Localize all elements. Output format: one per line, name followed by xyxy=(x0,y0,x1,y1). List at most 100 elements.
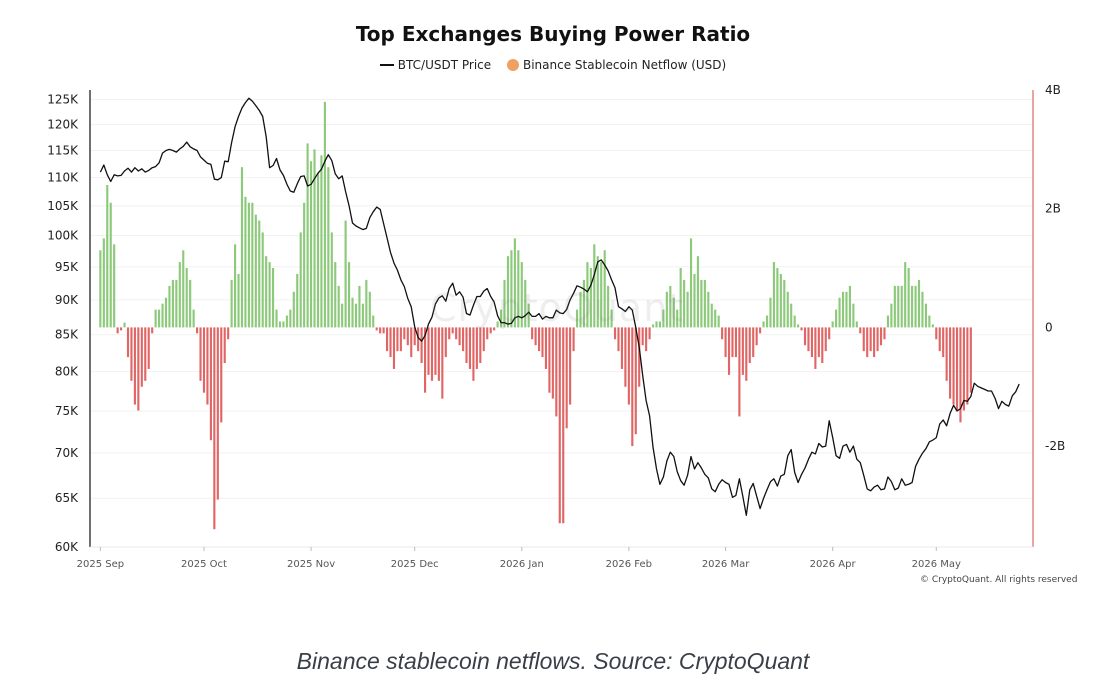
netflow-bar xyxy=(303,202,306,328)
netflow-bar xyxy=(904,262,907,328)
x-tick-label: 2026 Feb xyxy=(606,559,652,570)
netflow-bar xyxy=(524,279,527,328)
netflow-bar xyxy=(700,279,703,328)
x-tick-label: 2025 Dec xyxy=(391,559,439,570)
netflow-bar xyxy=(603,250,606,328)
netflow-bar xyxy=(617,327,620,352)
netflow-bar xyxy=(168,285,171,328)
netflow-bar xyxy=(99,250,102,328)
netflow-bar xyxy=(786,291,789,328)
netflow-bar xyxy=(389,327,392,358)
legend-label-price: BTC/USDT Price xyxy=(397,57,492,72)
netflow-bar xyxy=(869,327,872,352)
netflow-bar xyxy=(924,303,927,328)
netflow-bar xyxy=(748,327,751,364)
netflow-bar xyxy=(437,327,440,381)
chart-plot-area: 125K 120K 115K 110K 105K 100K 95K 90K 85K 80K 75K 7… xyxy=(47,83,1065,570)
netflow-bar xyxy=(759,327,762,334)
left-tick-label: 95K xyxy=(55,260,79,274)
netflow-bar xyxy=(175,279,178,328)
netflow-bar xyxy=(693,273,696,328)
netflow-bar xyxy=(223,327,226,364)
figure-caption: Binance stablecoin netflows. Source: Cry… xyxy=(296,648,810,674)
netflow-bar xyxy=(351,297,354,328)
netflow-bar xyxy=(144,327,147,381)
left-tick-label: 70K xyxy=(55,446,79,460)
netflow-bar xyxy=(375,327,378,331)
netflow-bar xyxy=(876,327,879,352)
netflow-bar xyxy=(762,321,765,328)
netflow-bar xyxy=(873,327,876,358)
legend-item-price[interactable]: BTC/USDT Price xyxy=(379,57,492,72)
price-line xyxy=(99,97,1020,516)
netflow-bar xyxy=(859,327,862,334)
netflow-bar xyxy=(959,327,962,423)
left-tick-label: 90K xyxy=(55,293,79,307)
netflow-bar xyxy=(897,285,900,328)
netflow-bar xyxy=(448,327,451,340)
netflow-bar xyxy=(116,327,119,334)
netflow-bar xyxy=(434,327,437,375)
netflow-bar xyxy=(686,291,689,328)
netflow-bar xyxy=(776,268,779,328)
netflow-bar xyxy=(247,202,250,328)
netflow-bar xyxy=(651,324,655,328)
netflow-bar xyxy=(354,303,358,328)
line-swatch-icon xyxy=(379,64,394,66)
price-line-group xyxy=(99,97,1020,516)
axes xyxy=(89,90,1034,551)
netflow-bar xyxy=(931,324,934,328)
netflow-bar xyxy=(807,327,810,352)
netflow-bar xyxy=(310,161,313,328)
netflow-bar xyxy=(731,327,734,358)
x-tick-label: 2026 Jan xyxy=(500,559,544,570)
netflow-bar xyxy=(572,327,575,352)
netflow-bar xyxy=(717,315,720,328)
x-tick-label: 2025 Oct xyxy=(181,559,227,570)
netflow-bar xyxy=(703,279,706,328)
netflow-bar xyxy=(151,327,154,334)
netflow-bar xyxy=(579,291,582,328)
netflow-bar xyxy=(403,327,406,340)
netflow-bar xyxy=(724,327,727,358)
netflow-bar xyxy=(385,327,389,352)
netflow-bar xyxy=(582,279,586,328)
netflow-bar xyxy=(755,327,758,346)
netflow-bar xyxy=(493,327,496,331)
netflow-bar xyxy=(949,327,952,399)
netflow-bar xyxy=(890,303,893,328)
netflow-bar xyxy=(831,321,834,328)
netflow-bar xyxy=(534,327,537,346)
netflow-bar xyxy=(202,327,206,393)
netflow-bar xyxy=(569,327,572,405)
netflow-bar xyxy=(441,327,444,399)
netflow-bar xyxy=(499,309,503,328)
netflow-bar xyxy=(341,303,344,328)
netflow-bar xyxy=(320,155,323,328)
netflow-bar xyxy=(900,285,903,328)
netflow-bar xyxy=(520,262,523,328)
netflow-bar xyxy=(268,262,271,328)
left-tick-label: 125K xyxy=(47,93,79,107)
netflow-bar xyxy=(334,262,337,328)
right-tick-label: 4B xyxy=(1045,83,1061,97)
netflow-bar xyxy=(627,327,630,405)
netflow-bar xyxy=(130,327,133,381)
netflow-bar xyxy=(886,315,889,328)
netflow-bar xyxy=(392,327,396,369)
netflow-bar xyxy=(510,250,513,328)
netflow-bar xyxy=(171,279,174,328)
legend-item-netflow[interactable]: Binance Stablecoin Netflow (USD) xyxy=(506,58,726,72)
netflow-bar xyxy=(879,327,883,346)
netflow-bar xyxy=(883,327,886,340)
netflow-bar xyxy=(938,327,941,352)
netflow-bar xyxy=(907,268,910,328)
netflow-bar xyxy=(721,327,724,340)
netflow-bar xyxy=(928,315,931,328)
netflow-bar xyxy=(154,309,157,328)
netflow-bar xyxy=(158,309,161,328)
netflow-bar xyxy=(548,327,551,393)
netflow-bar xyxy=(648,327,651,340)
netflow-bar xyxy=(265,256,268,328)
netflow-bar xyxy=(299,232,302,328)
